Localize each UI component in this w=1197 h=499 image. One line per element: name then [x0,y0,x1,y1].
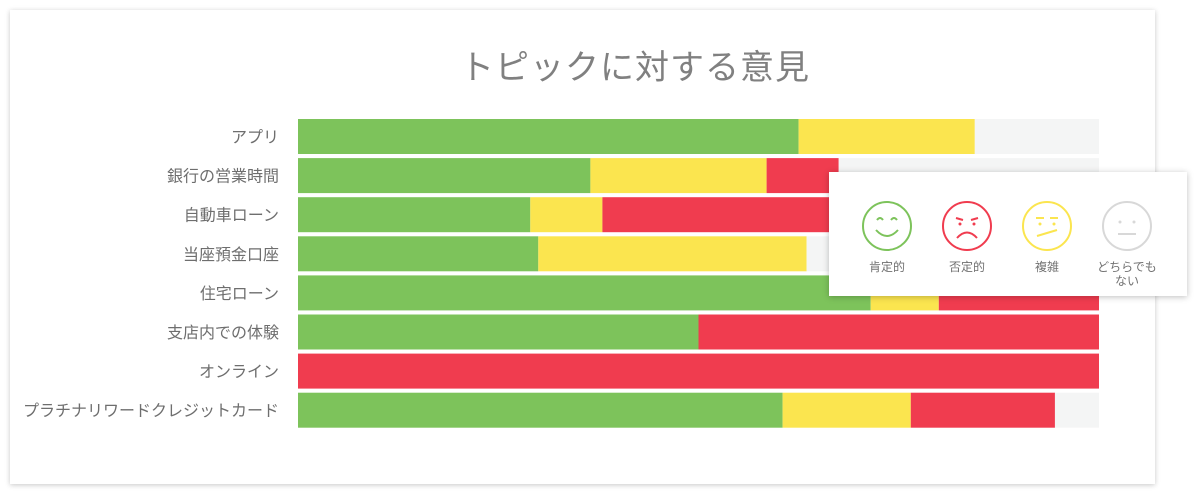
neutral-face-icon [1102,201,1152,251]
category-label: オンライン [199,362,279,381]
category-label: 住宅ローン [200,284,279,303]
legend: 肯定的 否定的 複雑 どちらでもない [829,172,1187,296]
bar-segment-negative[interactable] [910,392,1055,428]
bar-segment-positive[interactable] [298,197,531,233]
bar-segment-negative[interactable] [766,158,839,194]
bar-segment-positive[interactable] [298,158,591,194]
bar-segment-mixed[interactable] [798,119,975,154]
bar-segment-mixed[interactable] [590,158,767,194]
legend-label-mixed: 複雑 [1034,260,1059,274]
legend-label-positive: 肯定的 [868,260,905,274]
bar-segment-negative[interactable] [698,314,1100,350]
category-label: 銀行の営業時間 [167,167,279,186]
bar-segment-negative[interactable] [298,353,1099,389]
legend-item-mixed[interactable]: 複雑 [1007,200,1087,274]
bar-segment-neutral[interactable] [974,119,1099,154]
bar-segment-positive[interactable] [298,314,699,350]
legend-label-negative: 否定的 [948,260,985,274]
bar-segment-mixed[interactable] [538,236,807,272]
bar-segment-positive[interactable] [298,392,783,428]
legend-item-neutral[interactable]: どちらでもない [1087,200,1167,288]
category-label: プラチナリワードクレジットカード [23,401,279,420]
bar-segment-neutral[interactable] [1054,392,1099,428]
legend-item-negative[interactable]: 否定的 [927,200,1007,274]
legend-item-positive[interactable]: 肯定的 [847,200,927,274]
category-label: 自動車ローン [184,206,279,225]
category-label: アプリ [231,128,279,147]
mixed-face-icon [1022,201,1072,251]
bar-segment-positive[interactable] [298,119,799,154]
smile-face-icon [862,201,912,251]
chart-title: トピックに対する意見 [460,48,810,88]
category-label: 当座預金口座 [183,245,279,264]
bar-segment-positive[interactable] [298,275,871,311]
frown-face-icon [942,201,992,251]
bar-segment-mixed[interactable] [782,392,911,428]
bar-segment-mixed[interactable] [530,197,603,233]
bar-segment-positive[interactable] [298,236,539,272]
legend-label-neutral: どちらでもない [1097,260,1157,288]
category-label: 支店内での体験 [167,323,279,342]
